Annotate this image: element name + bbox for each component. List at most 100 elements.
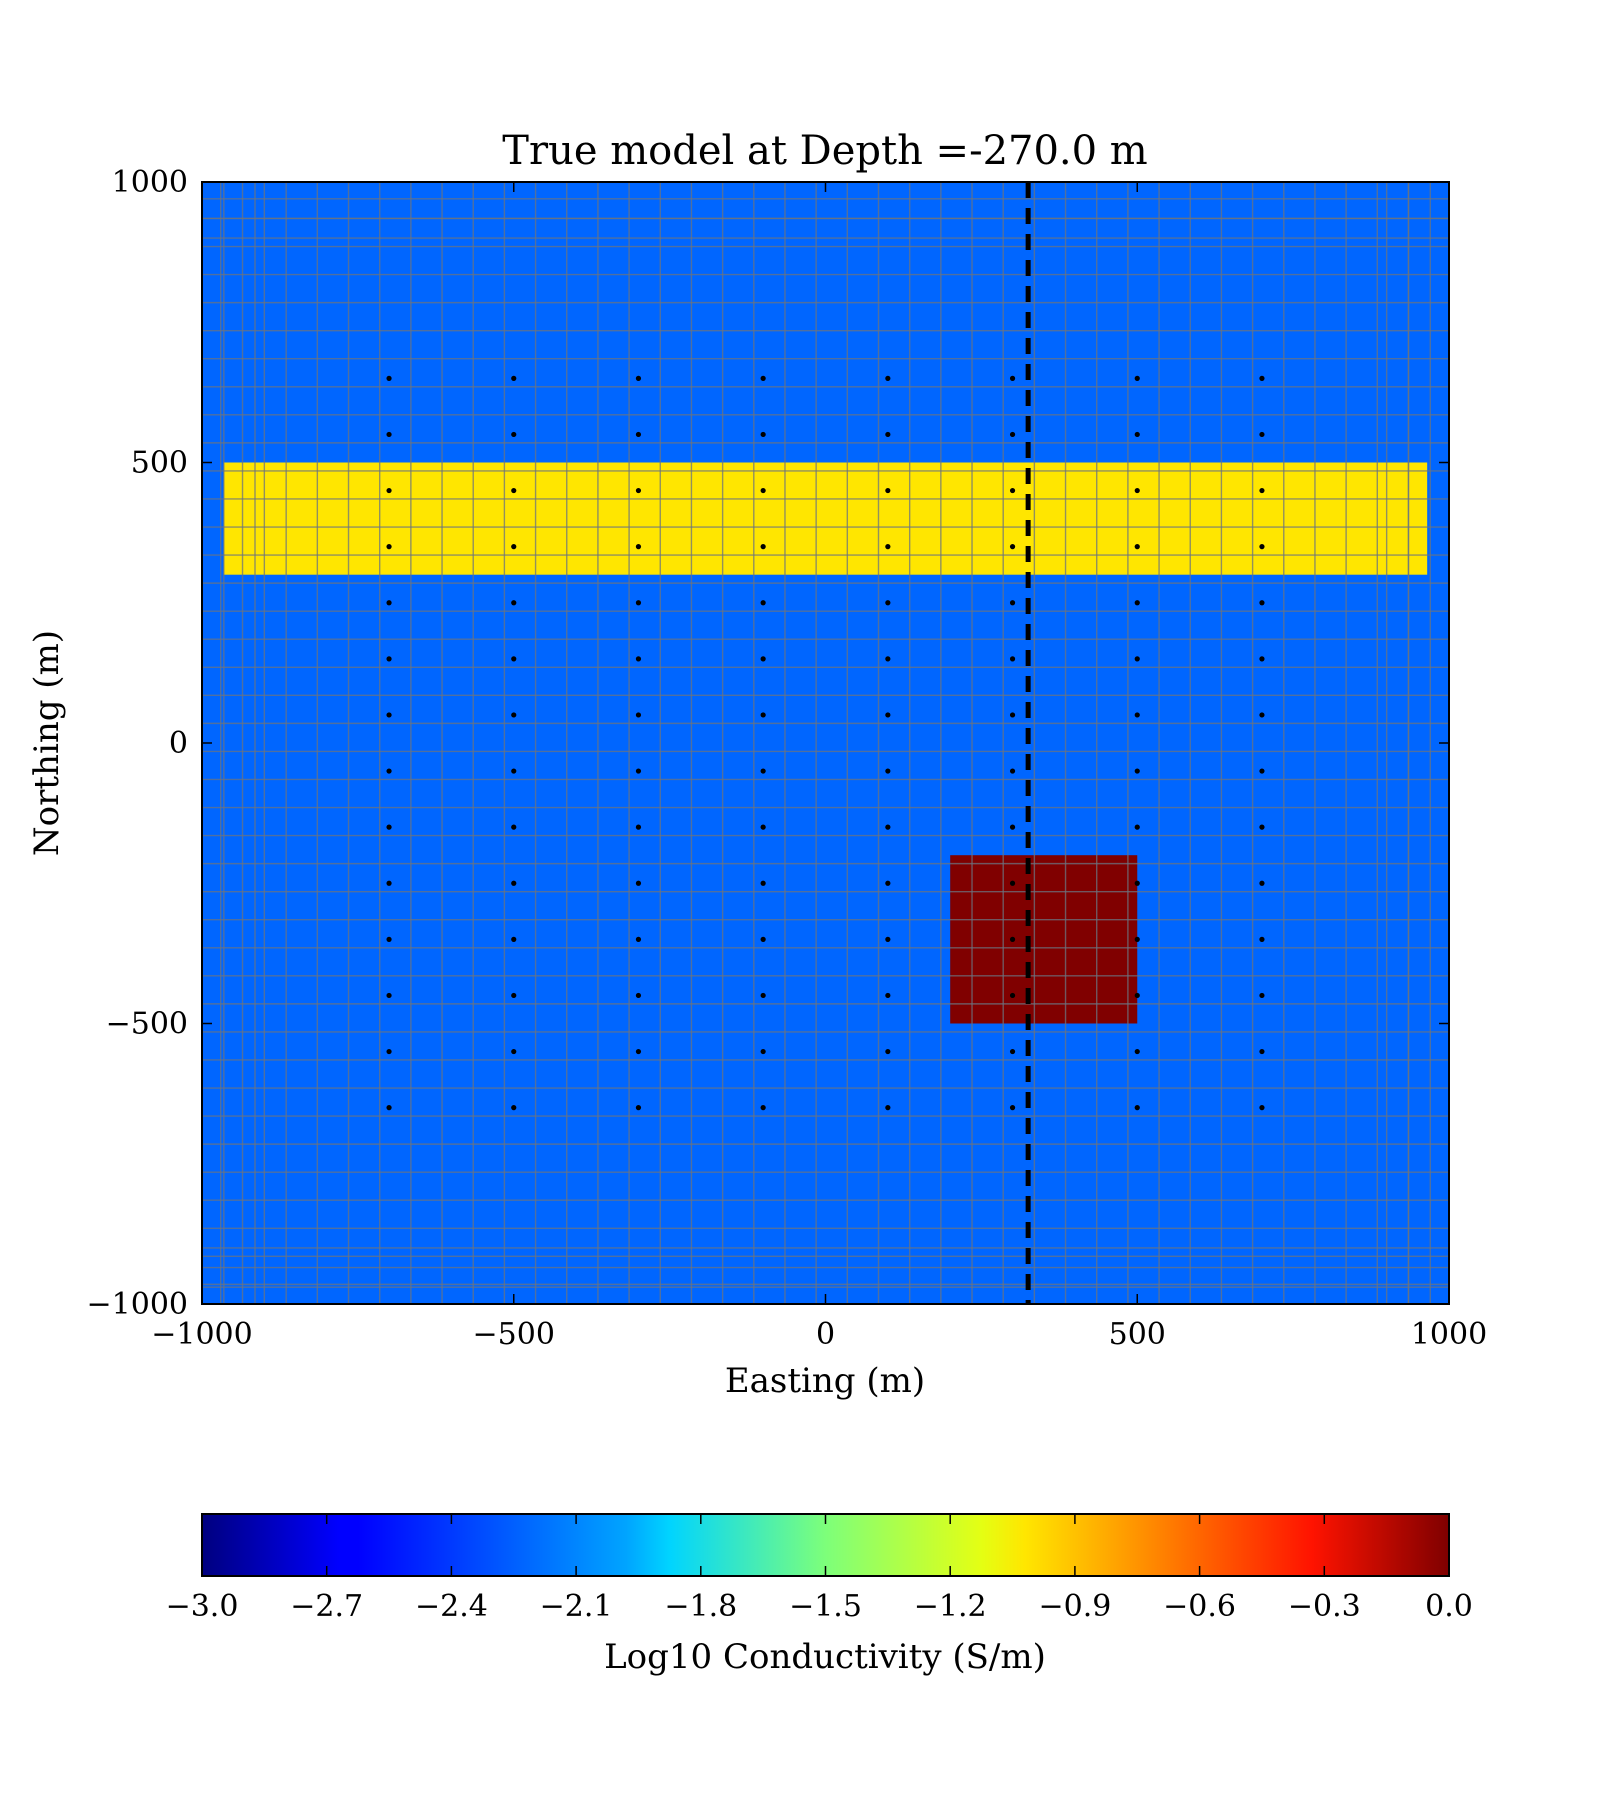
colorbar-tick-label: −0.6 (1163, 1589, 1236, 1624)
receiver-point (635, 768, 642, 774)
receiver-point (885, 880, 891, 886)
receiver-point (511, 431, 517, 438)
colorbar: −3.0 −2.7 −2.4 −2.1 −1.8 −1.5 −1.2 −0.9 −0.6 −0.3… (166, 1513, 1473, 1677)
receiver-point (1259, 712, 1265, 718)
receiver-point (635, 375, 642, 381)
receiver-point (386, 712, 392, 718)
receiver-point (1009, 936, 1016, 942)
colorbar-ticks: −3.0 −2.7 −2.4 −2.1 −1.8 −1.5 −1.2 −0.9 −0.6 −0.3… (166, 1514, 1473, 1624)
receiver-point (1259, 824, 1265, 830)
receiver-point (635, 431, 642, 438)
colorbar-tick-label: −1.8 (664, 1589, 737, 1624)
receiver-point (511, 768, 517, 774)
receiver-point (760, 712, 766, 718)
colorbar-gradient (201, 1513, 1450, 1577)
y-tick-label: 0 (169, 726, 188, 761)
receiver-point (760, 1048, 766, 1055)
receiver-point (885, 656, 891, 662)
receiver-point (386, 656, 392, 662)
receiver-point (760, 487, 766, 494)
colorbar-tick-label: −3.0 (166, 1589, 239, 1624)
receiver-point (760, 992, 766, 999)
receiver-point (635, 544, 642, 550)
receiver-point (1259, 600, 1265, 606)
receiver-point (760, 1105, 766, 1111)
receiver-point (1134, 1048, 1140, 1055)
receiver-point (635, 600, 642, 606)
receiver-point (885, 1048, 891, 1055)
receiver-point (1009, 880, 1016, 886)
receiver-point (1259, 768, 1265, 774)
receiver-point (1134, 1105, 1140, 1111)
receiver-point (511, 992, 517, 999)
receiver-point (760, 824, 766, 830)
receiver-point (1134, 600, 1140, 606)
receiver-point (1259, 992, 1265, 999)
receiver-point (1259, 1105, 1265, 1111)
x-axis-label: Easting (m) (725, 1361, 925, 1401)
receiver-point (760, 600, 766, 606)
receiver-point (386, 600, 392, 606)
receiver-point (885, 824, 891, 830)
receiver-point (635, 936, 642, 942)
receiver-point (760, 936, 766, 942)
x-tick-label: −500 (473, 1317, 555, 1352)
receiver-point (1259, 936, 1265, 942)
receiver-point (386, 544, 392, 550)
receiver-point (386, 487, 392, 494)
receiver-point (511, 487, 517, 494)
receiver-point (635, 824, 642, 830)
receiver-point (885, 768, 891, 774)
receiver-point (1259, 1048, 1265, 1055)
receiver-point (511, 936, 517, 942)
receiver-point (885, 712, 891, 718)
receiver-point (760, 544, 766, 550)
receiver-point (635, 992, 642, 999)
receiver-point (1009, 992, 1016, 999)
receiver-point (1134, 824, 1140, 830)
colorbar-tick-label: 0.0 (1425, 1589, 1473, 1624)
receiver-point (635, 656, 642, 662)
x-tick-label: 500 (1109, 1317, 1166, 1352)
receiver-point (511, 1105, 517, 1111)
colorbar-tick-label: −0.9 (1038, 1589, 1111, 1624)
background-model (202, 182, 1449, 1304)
x-tick-label: 0 (816, 1317, 835, 1352)
colorbar-tick-label: −2.1 (540, 1589, 613, 1624)
receiver-point (1259, 880, 1265, 886)
receiver-point (1134, 487, 1140, 494)
receiver-point (1134, 936, 1140, 942)
colorbar-tick-label: −2.7 (290, 1589, 363, 1624)
receiver-point (635, 487, 642, 494)
resistive-layer (223, 462, 1428, 575)
receiver-point (511, 544, 517, 550)
y-tick-label: −1000 (87, 1287, 188, 1322)
receiver-point (760, 880, 766, 886)
receiver-point (1009, 487, 1016, 494)
receiver-point (386, 1105, 392, 1111)
x-axis-ticks: −1000 −500 0 500 1000 (151, 182, 1487, 1352)
receiver-point (1009, 600, 1016, 606)
receiver-point (386, 768, 392, 774)
y-tick-label: 1000 (112, 165, 188, 200)
receiver-point (1259, 656, 1265, 662)
y-axis-label: Northing (m) (27, 630, 67, 856)
receiver-point (511, 1048, 517, 1055)
colorbar-label: Log10 Conductivity (S/m) (604, 1637, 1046, 1677)
receiver-point (511, 375, 517, 381)
receiver-point (1009, 768, 1016, 774)
x-tick-label: −1000 (151, 1317, 252, 1352)
plot-area (202, 182, 1449, 1304)
receiver-point (386, 431, 392, 438)
colorbar-tick-label: −2.4 (415, 1589, 488, 1624)
receiver-point (635, 1048, 642, 1055)
receiver-point (1009, 656, 1016, 662)
receiver-point (386, 824, 392, 830)
y-axis-ticks: −1000 −500 0 500 1000 (87, 165, 1449, 1322)
receiver-point (760, 431, 766, 438)
receiver-point (386, 992, 392, 999)
colorbar-tick-label: −1.5 (789, 1589, 862, 1624)
receiver-point (1134, 656, 1140, 662)
receiver-point (511, 824, 517, 830)
receiver-point (1259, 431, 1265, 438)
